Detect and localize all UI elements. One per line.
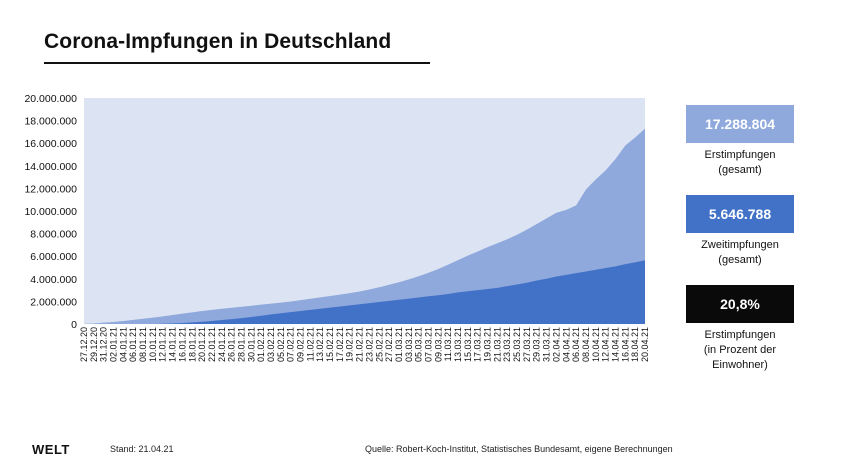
x-tick-label: 21.02.21 (355, 327, 365, 362)
x-tick-label: 05.02.21 (276, 327, 286, 362)
x-tick-label: 11.02.21 (305, 327, 315, 361)
second-doses-label-line-2: (gesamt) (718, 254, 762, 266)
x-tick-label: 03.03.21 (404, 327, 414, 362)
x-tick-label: 02.04.21 (551, 327, 561, 362)
x-tick-label: 16.01.21 (177, 327, 187, 362)
x-tick-label: 10.01.21 (148, 327, 158, 362)
x-tick-label: 20.01.21 (197, 327, 207, 362)
x-tick-label: 13.03.21 (453, 327, 463, 362)
x-tick-label: 19.03.21 (483, 327, 493, 362)
y-tick-label: 14.000.000 (24, 161, 77, 173)
x-tick-label: 27.03.21 (522, 327, 532, 362)
x-tick-label: 01.02.21 (256, 327, 266, 362)
chart-title: Corona-Impfungen in Deutschland (44, 30, 392, 53)
x-tick-label: 25.02.21 (374, 327, 384, 362)
y-tick-label: 8.000.000 (30, 229, 77, 241)
y-tick-label: 2.000.000 (30, 296, 77, 308)
x-tick-label: 20.04.21 (640, 327, 650, 362)
x-tick-label: 06.01.21 (128, 327, 138, 362)
x-tick-label: 01.03.21 (394, 327, 404, 362)
x-tick-label: 07.03.21 (424, 327, 434, 362)
x-tick-label: 18.04.21 (630, 327, 640, 362)
area-series-zweitimpfungen (84, 260, 645, 324)
x-tick-label: 31.03.21 (542, 327, 552, 362)
percent-label-line-1: Erstimpfungen (704, 329, 776, 341)
x-tick-label: 15.03.21 (463, 327, 473, 362)
y-tick-label: 4.000.000 (30, 274, 77, 286)
x-tick-label: 17.02.21 (335, 327, 345, 362)
x-tick-label: 27.02.21 (384, 327, 394, 362)
x-tick-label: 14.01.21 (168, 327, 178, 362)
x-tick-label: 10.04.21 (591, 327, 601, 362)
title-underline (44, 62, 430, 64)
y-tick-label: 12.000.000 (24, 183, 77, 195)
x-tick-label: 29.12.20 (89, 327, 99, 362)
x-tick-label: 19.02.21 (345, 327, 355, 362)
stand-date: Stand: 21.04.21 (110, 444, 174, 454)
welt-logo: WELT (32, 442, 70, 457)
first-doses-percent-value: 20,8% (720, 296, 760, 312)
second-doses-total-label: Zweitimpfungen (gesamt) (670, 238, 810, 268)
second-doses-label-line-1: Zweitimpfungen (701, 239, 779, 251)
x-tick-label: 04.04.21 (561, 327, 571, 362)
x-tick-label: 18.01.21 (187, 327, 197, 362)
x-tick-label: 13.02.21 (315, 327, 325, 362)
area-series-erstimpfungen (84, 128, 645, 324)
first-doses-total-box: 17.288.804 (686, 105, 794, 143)
x-tick-label: 02.01.21 (109, 327, 119, 362)
x-tick-label: 21.03.21 (492, 327, 502, 362)
x-tick-label: 23.03.21 (502, 327, 512, 362)
x-tick-label: 06.04.21 (571, 327, 581, 362)
vaccination-area-chart: 0 2.000.000 4.000.000 6.000.000 8.000.000 10.… (24, 93, 650, 362)
first-doses-total-value: 17.288.804 (704, 116, 776, 132)
y-tick-label: 0 (71, 319, 77, 331)
percent-label-line-2: (in Prozent der (703, 344, 777, 356)
x-tick-label: 09.02.21 (296, 327, 306, 362)
x-tick-label: 05.03.21 (414, 327, 424, 362)
x-tick-label: 22.01.21 (207, 327, 217, 362)
y-tick-label: 6.000.000 (30, 251, 77, 263)
x-tick-label: 25.03.21 (512, 327, 522, 362)
x-tick-label: 28.01.21 (237, 327, 247, 362)
x-tick-label: 17.03.21 (473, 327, 483, 362)
x-tick-label: 31.12.20 (99, 327, 109, 362)
first-doses-total-label: Erstimpfungen (gesamt) (670, 148, 810, 178)
percent-label-line-3: Einwohner) (712, 359, 768, 371)
x-tick-label: 12.01.21 (158, 327, 168, 362)
x-tick-label: 24.01.21 (217, 327, 227, 362)
y-tick-label: 16.000.000 (24, 138, 77, 150)
x-tick-label: 30.01.21 (246, 327, 256, 362)
x-tick-label: 27.12.20 (79, 327, 89, 362)
second-doses-total-box: 5.646.788 (686, 195, 794, 233)
x-tick-label: 11.03.21 (443, 327, 453, 361)
x-tick-label: 16.04.21 (620, 327, 630, 362)
x-tick-label: 23.02.21 (364, 327, 374, 362)
x-tick-label: 14.04.21 (611, 327, 621, 362)
x-tick-label: 09.03.21 (433, 327, 443, 362)
x-tick-label: 08.01.21 (138, 327, 148, 362)
x-tick-label: 03.02.21 (266, 327, 276, 362)
second-doses-total-value: 5.646.788 (708, 206, 772, 222)
x-tick-label: 04.01.21 (118, 327, 128, 362)
x-tick-label: 08.04.21 (581, 327, 591, 362)
x-tick-label: 12.04.21 (601, 327, 611, 362)
source-note: Quelle: Robert-Koch-Institut, Statistisc… (365, 444, 673, 454)
first-doses-percent-label: Erstimpfungen (in Prozent der Einwohner) (670, 328, 810, 373)
x-tick-label: 26.01.21 (227, 327, 237, 362)
first-doses-percent-box: 20,8% (686, 285, 794, 323)
y-tick-label: 10.000.000 (24, 206, 77, 218)
y-tick-label: 20.000.000 (24, 93, 77, 105)
y-tick-label: 18.000.000 (24, 116, 77, 128)
x-tick-label: 29.03.21 (532, 327, 542, 362)
x-tick-label: 15.02.21 (325, 327, 335, 362)
first-doses-label-line-2: (gesamt) (718, 164, 762, 176)
x-tick-label: 07.02.21 (286, 327, 296, 362)
first-doses-label-line-1: Erstimpfungen (704, 149, 776, 161)
